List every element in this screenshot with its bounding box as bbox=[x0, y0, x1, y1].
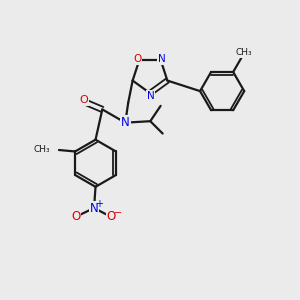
Text: O: O bbox=[133, 54, 141, 64]
Text: N: N bbox=[90, 202, 98, 214]
Text: CH₃: CH₃ bbox=[34, 146, 50, 154]
Text: N: N bbox=[158, 54, 166, 64]
Text: O: O bbox=[79, 95, 88, 105]
Text: O: O bbox=[106, 210, 116, 223]
Text: CH₃: CH₃ bbox=[235, 49, 252, 58]
Text: N: N bbox=[121, 116, 130, 129]
Text: N: N bbox=[147, 91, 154, 100]
Text: O: O bbox=[71, 210, 80, 223]
Text: +: + bbox=[95, 199, 104, 209]
Text: −: − bbox=[113, 208, 122, 218]
